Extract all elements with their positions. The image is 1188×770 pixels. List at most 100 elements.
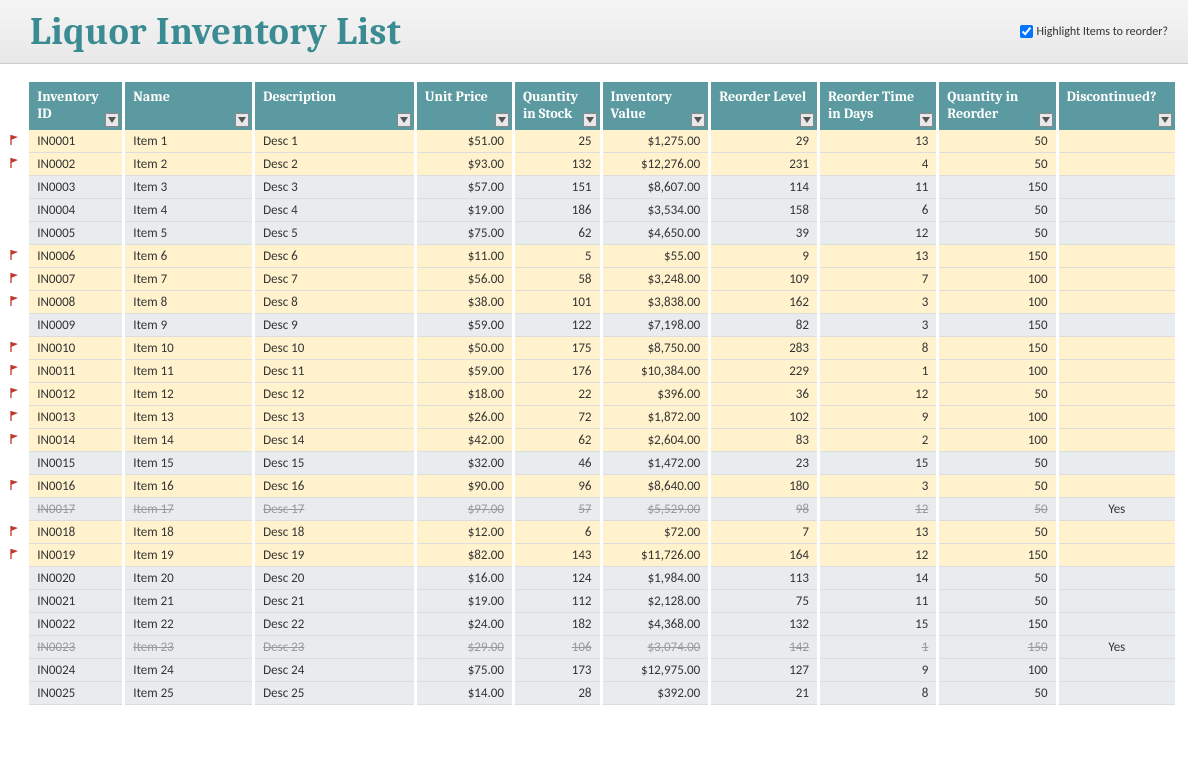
cell-disc[interactable] bbox=[1059, 429, 1175, 452]
cell-id[interactable]: IN0019 bbox=[29, 544, 122, 567]
cell-id[interactable]: IN0018 bbox=[29, 521, 122, 544]
cell-reorder[interactable]: 158 bbox=[711, 199, 817, 222]
cell-qreorder[interactable]: 100 bbox=[939, 659, 1055, 682]
cell-rtime[interactable]: 13 bbox=[820, 130, 936, 153]
cell-rtime[interactable]: 1 bbox=[820, 360, 936, 383]
cell-val[interactable]: $4,650.00 bbox=[603, 222, 709, 245]
cell-qty[interactable]: 58 bbox=[515, 268, 600, 291]
cell-desc[interactable]: Desc 11 bbox=[255, 360, 414, 383]
cell-desc[interactable]: Desc 21 bbox=[255, 590, 414, 613]
cell-val[interactable]: $72.00 bbox=[603, 521, 709, 544]
cell-reorder[interactable]: 21 bbox=[711, 682, 817, 705]
cell-qty[interactable]: 5 bbox=[515, 245, 600, 268]
cell-unit[interactable]: $16.00 bbox=[417, 567, 512, 590]
table-row[interactable]: IN0022Item 22Desc 22$24.00182$4,368.0013… bbox=[3, 613, 1175, 636]
cell-rtime[interactable]: 7 bbox=[820, 268, 936, 291]
cell-name[interactable]: Item 13 bbox=[125, 406, 252, 429]
cell-qty[interactable]: 112 bbox=[515, 590, 600, 613]
cell-id[interactable]: IN0002 bbox=[29, 153, 122, 176]
table-row[interactable]: IN0003Item 3Desc 3$57.00151$8,607.001141… bbox=[3, 176, 1175, 199]
cell-qty[interactable]: 175 bbox=[515, 337, 600, 360]
cell-rtime[interactable]: 3 bbox=[820, 475, 936, 498]
filter-dropdown-icon[interactable] bbox=[397, 113, 411, 127]
cell-qty[interactable]: 182 bbox=[515, 613, 600, 636]
cell-desc[interactable]: Desc 4 bbox=[255, 199, 414, 222]
cell-name[interactable]: Item 9 bbox=[125, 314, 252, 337]
cell-val[interactable]: $12,276.00 bbox=[603, 153, 709, 176]
cell-rtime[interactable]: 14 bbox=[820, 567, 936, 590]
cell-rtime[interactable]: 8 bbox=[820, 337, 936, 360]
cell-qty[interactable]: 96 bbox=[515, 475, 600, 498]
table-row[interactable]: IN0001Item 1Desc 1$51.0025$1,275.0029135… bbox=[3, 130, 1175, 153]
cell-desc[interactable]: Desc 7 bbox=[255, 268, 414, 291]
cell-name[interactable]: Item 14 bbox=[125, 429, 252, 452]
cell-qreorder[interactable]: 50 bbox=[939, 498, 1055, 521]
cell-val[interactable]: $7,198.00 bbox=[603, 314, 709, 337]
filter-dropdown-icon[interactable] bbox=[105, 113, 119, 127]
cell-unit[interactable]: $51.00 bbox=[417, 130, 512, 153]
cell-desc[interactable]: Desc 9 bbox=[255, 314, 414, 337]
cell-qty[interactable]: 62 bbox=[515, 222, 600, 245]
table-row[interactable]: IN0013Item 13Desc 13$26.0072$1,872.00102… bbox=[3, 406, 1175, 429]
cell-desc[interactable]: Desc 23 bbox=[255, 636, 414, 659]
cell-qreorder[interactable]: 100 bbox=[939, 406, 1055, 429]
cell-qreorder[interactable]: 150 bbox=[939, 337, 1055, 360]
cell-name[interactable]: Item 16 bbox=[125, 475, 252, 498]
cell-disc[interactable] bbox=[1059, 268, 1175, 291]
cell-reorder[interactable]: 231 bbox=[711, 153, 817, 176]
cell-qty[interactable]: 46 bbox=[515, 452, 600, 475]
cell-id[interactable]: IN0006 bbox=[29, 245, 122, 268]
cell-name[interactable]: Item 10 bbox=[125, 337, 252, 360]
cell-qreorder[interactable]: 50 bbox=[939, 199, 1055, 222]
cell-qreorder[interactable]: 50 bbox=[939, 521, 1055, 544]
cell-name[interactable]: Item 3 bbox=[125, 176, 252, 199]
cell-unit[interactable]: $32.00 bbox=[417, 452, 512, 475]
cell-qreorder[interactable]: 50 bbox=[939, 130, 1055, 153]
cell-disc[interactable] bbox=[1059, 153, 1175, 176]
filter-dropdown-icon[interactable] bbox=[495, 113, 509, 127]
cell-qty[interactable]: 143 bbox=[515, 544, 600, 567]
cell-id[interactable]: IN0010 bbox=[29, 337, 122, 360]
table-row[interactable]: IN0008Item 8Desc 8$38.00101$3,838.001623… bbox=[3, 291, 1175, 314]
cell-desc[interactable]: Desc 14 bbox=[255, 429, 414, 452]
cell-disc[interactable] bbox=[1059, 383, 1175, 406]
cell-name[interactable]: Item 18 bbox=[125, 521, 252, 544]
cell-desc[interactable]: Desc 10 bbox=[255, 337, 414, 360]
cell-qreorder[interactable]: 150 bbox=[939, 245, 1055, 268]
cell-name[interactable]: Item 11 bbox=[125, 360, 252, 383]
cell-desc[interactable]: Desc 2 bbox=[255, 153, 414, 176]
cell-rtime[interactable]: 1 bbox=[820, 636, 936, 659]
cell-val[interactable]: $2,604.00 bbox=[603, 429, 709, 452]
cell-qreorder[interactable]: 50 bbox=[939, 452, 1055, 475]
cell-id[interactable]: IN0020 bbox=[29, 567, 122, 590]
cell-val[interactable]: $3,534.00 bbox=[603, 199, 709, 222]
table-row[interactable]: IN0017Item 17Desc 17$97.0057$5,529.00981… bbox=[3, 498, 1175, 521]
filter-dropdown-icon[interactable] bbox=[1158, 113, 1172, 127]
cell-disc[interactable] bbox=[1059, 544, 1175, 567]
cell-rtime[interactable]: 12 bbox=[820, 222, 936, 245]
cell-qty[interactable]: 173 bbox=[515, 659, 600, 682]
filter-dropdown-icon[interactable] bbox=[583, 113, 597, 127]
cell-disc[interactable]: Yes bbox=[1059, 498, 1175, 521]
cell-name[interactable]: Item 7 bbox=[125, 268, 252, 291]
cell-val[interactable]: $8,640.00 bbox=[603, 475, 709, 498]
cell-disc[interactable] bbox=[1059, 406, 1175, 429]
cell-val[interactable]: $55.00 bbox=[603, 245, 709, 268]
cell-unit[interactable]: $59.00 bbox=[417, 360, 512, 383]
cell-name[interactable]: Item 25 bbox=[125, 682, 252, 705]
cell-val[interactable]: $1,984.00 bbox=[603, 567, 709, 590]
cell-rtime[interactable]: 4 bbox=[820, 153, 936, 176]
cell-qreorder[interactable]: 100 bbox=[939, 360, 1055, 383]
cell-id[interactable]: IN0024 bbox=[29, 659, 122, 682]
cell-name[interactable]: Item 12 bbox=[125, 383, 252, 406]
cell-desc[interactable]: Desc 24 bbox=[255, 659, 414, 682]
cell-val[interactable]: $8,750.00 bbox=[603, 337, 709, 360]
cell-qty[interactable]: 132 bbox=[515, 153, 600, 176]
cell-disc[interactable]: Yes bbox=[1059, 636, 1175, 659]
cell-unit[interactable]: $90.00 bbox=[417, 475, 512, 498]
cell-unit[interactable]: $56.00 bbox=[417, 268, 512, 291]
cell-reorder[interactable]: 98 bbox=[711, 498, 817, 521]
cell-rtime[interactable]: 9 bbox=[820, 406, 936, 429]
cell-val[interactable]: $2,128.00 bbox=[603, 590, 709, 613]
cell-val[interactable]: $3,248.00 bbox=[603, 268, 709, 291]
